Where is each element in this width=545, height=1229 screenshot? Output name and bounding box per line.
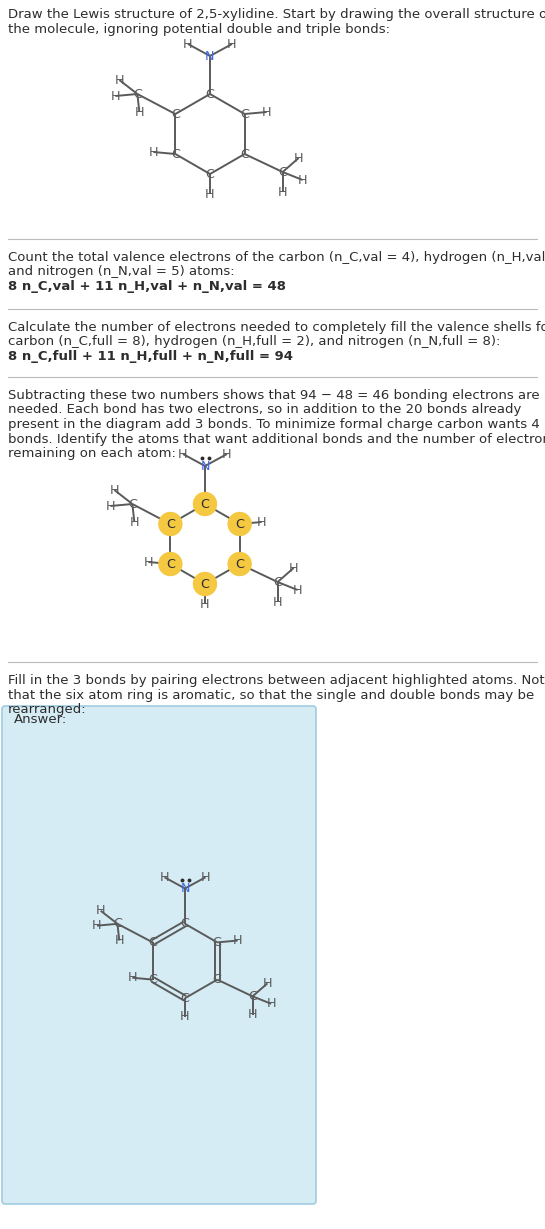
Text: H: H	[110, 483, 119, 497]
Text: 8 n_C,full + 11 n_H,full + n_N,full = 94: 8 n_C,full + 11 n_H,full + n_N,full = 94	[8, 350, 293, 363]
FancyBboxPatch shape	[2, 705, 316, 1204]
Text: C: C	[201, 498, 209, 510]
Text: H: H	[128, 971, 137, 984]
Text: H: H	[135, 106, 144, 118]
Text: H: H	[114, 934, 124, 948]
Text: H: H	[114, 74, 124, 86]
Text: H: H	[178, 447, 188, 461]
Text: C: C	[166, 517, 175, 531]
Text: present in the diagram add 3 bonds. To minimize formal charge carbon wants 4: present in the diagram add 3 bonds. To m…	[8, 418, 540, 431]
Text: H: H	[293, 584, 302, 596]
Text: H: H	[227, 38, 237, 50]
Text: H: H	[257, 515, 267, 528]
Text: N: N	[205, 49, 215, 63]
Text: H: H	[130, 515, 139, 528]
Text: H: H	[143, 556, 153, 569]
Text: C: C	[201, 578, 209, 590]
Text: Fill in the 3 bonds by pairing electrons between adjacent highlighted atoms. Not: Fill in the 3 bonds by pairing electrons…	[8, 673, 545, 687]
Circle shape	[159, 512, 182, 536]
Text: H: H	[289, 562, 299, 574]
Text: C: C	[235, 517, 244, 531]
Circle shape	[228, 553, 251, 575]
Text: H: H	[160, 871, 169, 884]
Text: Count the total valence electrons of the carbon (n_C,val = 4), hydrogen (n_H,val: Count the total valence electrons of the…	[8, 251, 545, 264]
Text: C: C	[235, 558, 244, 570]
Text: H: H	[96, 905, 106, 917]
Text: H: H	[92, 919, 102, 932]
Text: C: C	[113, 917, 122, 930]
Text: C: C	[166, 558, 175, 570]
Text: Draw the Lewis structure of 2,5-xylidine. Start by drawing the overall structure: Draw the Lewis structure of 2,5-xylidine…	[8, 9, 545, 21]
Circle shape	[228, 512, 251, 536]
Text: Subtracting these two numbers shows that 94 − 48 = 46 bonding electrons are: Subtracting these two numbers shows that…	[8, 390, 540, 402]
Text: H: H	[263, 977, 272, 989]
Text: H: H	[298, 173, 307, 187]
Text: C: C	[248, 989, 257, 1003]
Text: H: H	[294, 151, 304, 165]
Text: H: H	[201, 871, 210, 884]
Text: C: C	[205, 87, 215, 101]
Text: and nitrogen (n_N,val = 5) atoms:: and nitrogen (n_N,val = 5) atoms:	[8, 265, 235, 279]
Text: 8 n_C,val + 11 n_H,val + n_N,val = 48: 8 n_C,val + 11 n_H,val + n_N,val = 48	[8, 280, 286, 293]
Text: N: N	[180, 882, 190, 895]
Text: C: C	[240, 147, 249, 161]
Text: C: C	[213, 936, 222, 949]
Text: C: C	[213, 973, 222, 986]
Text: the molecule, ignoring potential double and triple bonds:: the molecule, ignoring potential double …	[8, 22, 390, 36]
Text: C: C	[148, 973, 158, 986]
Text: C: C	[133, 87, 142, 101]
Text: H: H	[180, 1010, 190, 1024]
Text: Calculate the number of electrons needed to completely fill the valence shells f: Calculate the number of electrons needed…	[8, 321, 545, 334]
Text: H: H	[233, 934, 243, 948]
Circle shape	[193, 493, 216, 515]
Text: remaining on each atom:: remaining on each atom:	[8, 447, 176, 460]
Text: H: H	[273, 596, 282, 608]
Text: C: C	[180, 917, 190, 930]
Text: C: C	[273, 575, 282, 589]
Text: C: C	[278, 166, 287, 178]
Text: C: C	[148, 936, 158, 949]
Text: H: H	[222, 447, 232, 461]
Text: C: C	[171, 107, 180, 120]
Text: H: H	[278, 186, 287, 199]
Text: needed. Each bond has two electrons, so in addition to the 20 bonds already: needed. Each bond has two electrons, so …	[8, 403, 522, 417]
Text: C: C	[205, 167, 215, 181]
Circle shape	[193, 573, 216, 596]
Text: H: H	[149, 145, 158, 159]
Text: H: H	[111, 90, 120, 102]
Text: C: C	[171, 147, 180, 161]
Text: Answer:: Answer:	[14, 713, 67, 726]
Text: H: H	[267, 997, 276, 1010]
Text: C: C	[128, 498, 137, 510]
Text: H: H	[183, 38, 193, 50]
Text: H: H	[200, 597, 210, 611]
Text: C: C	[180, 992, 190, 1004]
Text: carbon (n_C,full = 8), hydrogen (n_H,full = 2), and nitrogen (n_N,full = 8):: carbon (n_C,full = 8), hydrogen (n_H,ful…	[8, 336, 500, 349]
Text: H: H	[248, 1009, 257, 1021]
Text: H: H	[262, 106, 271, 118]
Text: that the six atom ring is aromatic, so that the single and double bonds may be: that the six atom ring is aromatic, so t…	[8, 688, 534, 702]
Text: H: H	[205, 188, 215, 200]
Text: bonds. Identify the atoms that want additional bonds and the number of electrons: bonds. Identify the atoms that want addi…	[8, 433, 545, 445]
Text: N: N	[200, 460, 210, 472]
Text: C: C	[240, 107, 249, 120]
Text: H: H	[106, 499, 115, 512]
Text: rearranged:: rearranged:	[8, 703, 87, 717]
Circle shape	[159, 553, 182, 575]
